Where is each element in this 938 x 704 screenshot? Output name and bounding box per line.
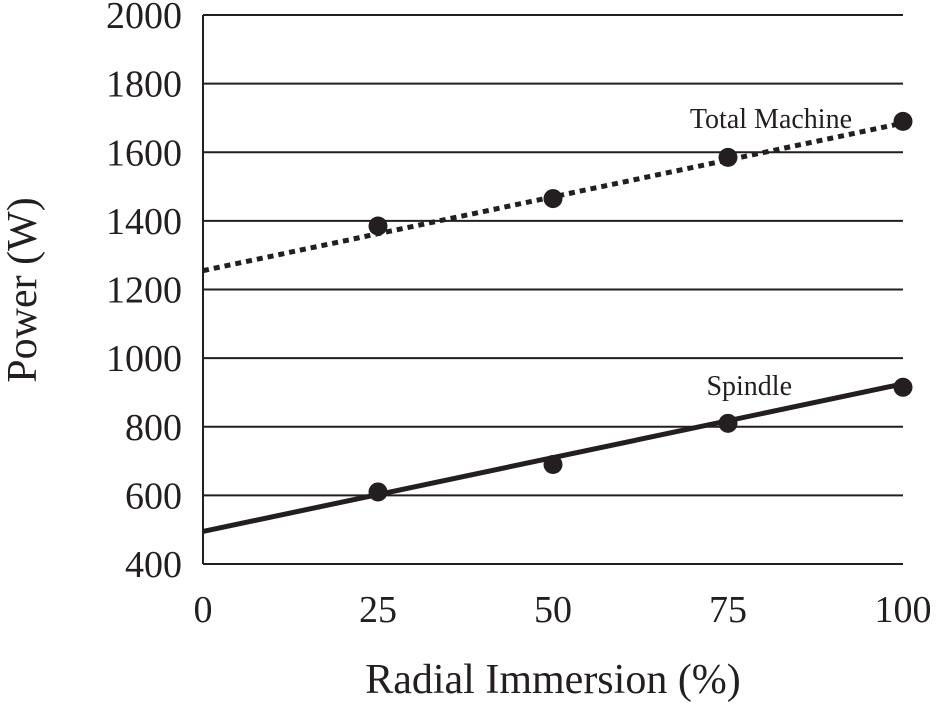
x-tick-label-100: 100 (875, 589, 932, 631)
y-axis-title: Power (W) (0, 197, 46, 382)
point-spindle-25 (368, 482, 388, 502)
x-tick-labels: 0 25 50 75 100 (194, 589, 932, 631)
y-tick-label-600: 600 (125, 475, 182, 517)
point-total-machine-100 (893, 111, 913, 131)
series-label-spindle: Spindle (706, 371, 792, 402)
x-axis-title: Radial Immersion (%) (365, 657, 741, 703)
data-points (368, 111, 913, 502)
y-tick-label-1600: 1600 (106, 132, 182, 174)
x-tick-label-0: 0 (194, 589, 213, 631)
point-total-machine-50 (543, 189, 563, 209)
y-tick-label-1200: 1200 (106, 270, 182, 312)
y-tick-labels: 400 600 800 1000 1200 1400 1600 1800 2000 (106, 0, 182, 586)
point-spindle-50 (543, 454, 563, 474)
point-total-machine-25 (368, 216, 388, 236)
series-label-total-machine: Total Machine (690, 104, 852, 135)
x-tick-label-50: 50 (534, 589, 572, 631)
y-tick-label-1000: 1000 (106, 338, 182, 380)
gridlines (203, 14, 903, 565)
x-tick-label-75: 75 (709, 589, 747, 631)
point-spindle-75 (718, 413, 738, 433)
y-tick-label-1400: 1400 (106, 201, 182, 243)
y-tick-label-400: 400 (125, 544, 182, 586)
point-total-machine-75 (718, 147, 738, 167)
y-tick-label-2000: 2000 (106, 0, 182, 37)
y-tick-label-800: 800 (125, 407, 182, 449)
y-tick-label-1800: 1800 (106, 64, 182, 106)
point-spindle-100 (893, 377, 913, 397)
x-tick-label-25: 25 (359, 589, 397, 631)
